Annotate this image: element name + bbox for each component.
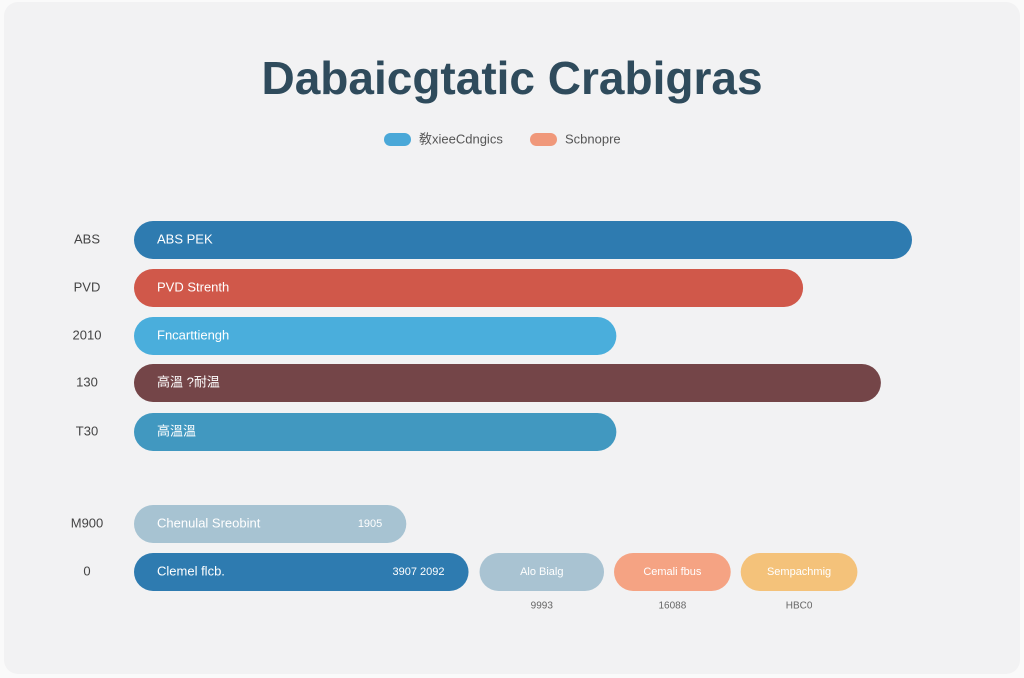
pill-note: 16088 xyxy=(658,601,686,612)
bar xyxy=(134,553,469,591)
bar xyxy=(134,221,912,259)
bar xyxy=(134,269,804,307)
bar xyxy=(134,413,617,451)
y-tick-label: 0 xyxy=(83,563,90,578)
y-tick-label: 2010 xyxy=(73,327,102,342)
bar-note: 1905 xyxy=(358,518,382,530)
bar-label: Fncarttiengh xyxy=(157,327,229,342)
y-tick-label: M900 xyxy=(71,515,104,530)
bar xyxy=(134,505,407,543)
pill-label: Alo Bialg xyxy=(520,566,563,578)
bar-label: Chenulal Sreobint xyxy=(157,515,261,530)
bar-label: 高溫 ?耐温 xyxy=(157,374,220,389)
pill xyxy=(614,553,731,591)
bar-label: Clemel flcb. xyxy=(157,563,225,578)
y-tick-label: T30 xyxy=(76,423,98,438)
legend-label: 敎xieeCdngics xyxy=(419,131,503,146)
y-tick-label: 130 xyxy=(76,374,98,389)
bar xyxy=(134,317,617,355)
bar-label: 高溫溫 xyxy=(157,423,196,438)
bar-label: PVD Strenth xyxy=(157,279,229,294)
y-tick-label: ABS xyxy=(74,231,100,246)
y-tick-label: PVD xyxy=(74,279,101,294)
legend-label: Scbnopre xyxy=(565,131,621,146)
legend-swatch xyxy=(384,133,411,146)
bar-note: 3907 2092 xyxy=(393,566,445,578)
bar-label: ABS PEK xyxy=(157,231,213,246)
pill xyxy=(740,553,858,591)
pill-label: Cemali fbus xyxy=(643,566,702,578)
pill xyxy=(479,553,605,591)
pill-note: HBC0 xyxy=(786,601,813,612)
chart-title: Dabaicgtatic Crabigras xyxy=(261,52,762,104)
legend-swatch xyxy=(530,133,557,146)
pill-label: Sempachmig xyxy=(767,566,831,578)
pill-note: 9993 xyxy=(531,601,554,612)
bar xyxy=(134,364,881,402)
